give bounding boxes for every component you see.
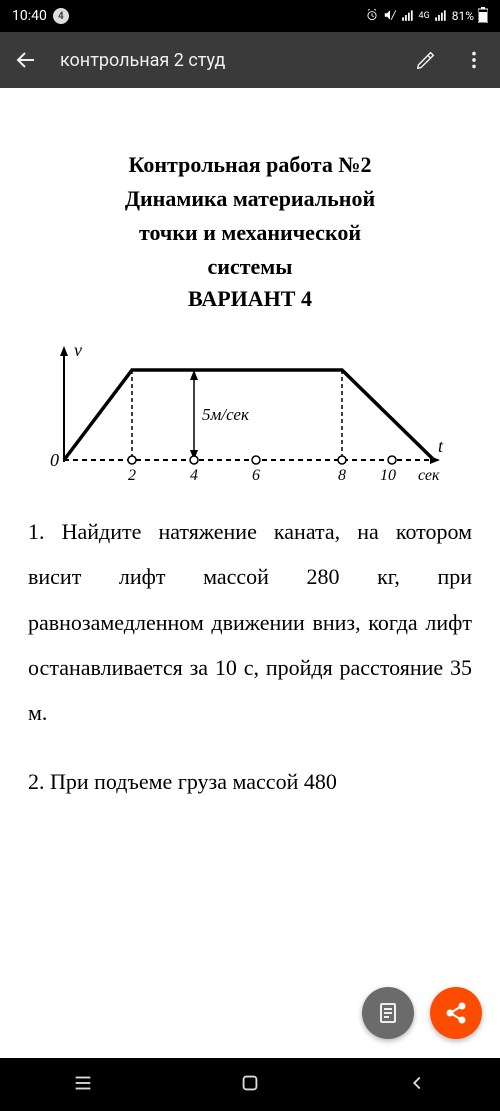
status-right: 4G 81% <box>365 7 488 26</box>
network-type: 4G <box>419 11 430 21</box>
notification-count-badge: 4 <box>53 8 69 24</box>
document-viewport[interactable]: Контрольная работа №2 Динамика материаль… <box>0 88 500 1058</box>
xtick-10: 10 <box>380 467 396 484</box>
xtick-6: 6 <box>252 467 260 484</box>
battery-icon <box>478 7 488 26</box>
x-axis-label: t <box>438 436 444 456</box>
back-button[interactable] <box>12 46 40 74</box>
recents-button[interactable] <box>72 1072 94 1098</box>
share-fab[interactable] <box>430 987 482 1039</box>
doc-heading-line2: Динамика материальной <box>28 182 472 216</box>
clock: 10:40 <box>12 8 47 24</box>
alarm-icon <box>365 8 379 25</box>
xtick-2: 2 <box>128 467 136 484</box>
home-button[interactable] <box>239 1072 261 1098</box>
fab-row <box>362 987 482 1039</box>
mute-icon <box>383 8 397 25</box>
y-axis-label: v <box>74 340 82 360</box>
problem-1-text: 1. Найдите натяжение каната, на котором … <box>28 509 472 734</box>
battery-percent: 81% <box>452 9 474 23</box>
nav-back-button[interactable] <box>406 1072 428 1098</box>
more-menu-button[interactable] <box>460 46 488 74</box>
nav-bar <box>0 1059 500 1111</box>
edit-button[interactable] <box>412 46 440 74</box>
app-bar: контрольная 2 студ <box>0 32 500 88</box>
status-left: 10:40 4 <box>12 8 69 24</box>
x-unit-label: сек <box>418 467 440 484</box>
xtick-8: 8 <box>338 467 346 484</box>
velocity-time-graph: v t сек 5м/сек 0 2 4 6 8 10 <box>28 340 472 490</box>
signal-icon <box>401 8 415 25</box>
problem-2-text: 2. При подъеме груза массой 480 <box>28 759 472 804</box>
status-bar: 10:40 4 4G 81% <box>0 0 500 32</box>
speed-label: 5м/сек <box>202 405 250 424</box>
xtick-4: 4 <box>190 467 198 484</box>
origin-label: 0 <box>50 450 59 470</box>
doc-heading-line1: Контрольная работа №2 <box>28 148 472 182</box>
doc-heading-line3: точки и механической <box>28 216 472 250</box>
document-title: контрольная 2 студ <box>60 50 392 71</box>
page-view-fab[interactable] <box>362 987 414 1039</box>
signal-icon-2 <box>434 8 448 25</box>
variant-label: ВАРИАНТ 4 <box>28 286 472 312</box>
doc-heading-line4: системы <box>28 250 472 284</box>
